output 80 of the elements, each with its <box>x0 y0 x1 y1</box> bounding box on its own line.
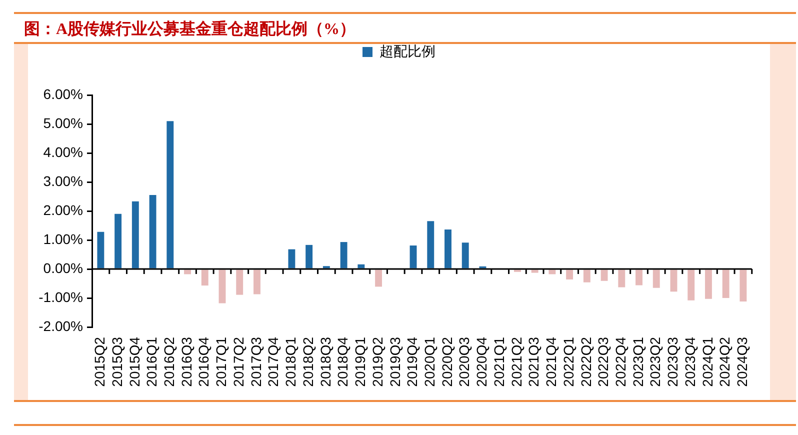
chart-title: 图：A股传媒行业公募基金重仓超配比例（%） <box>24 19 356 40</box>
y-tick-label: 1.00% <box>43 230 83 247</box>
x-tick-label: 2020Q1 <box>421 336 438 387</box>
bar <box>462 242 469 268</box>
y-tick-label: 4.00% <box>43 144 83 160</box>
x-tick-label: 2019Q2 <box>369 336 386 387</box>
x-tick-label: 2024Q2 <box>716 336 733 387</box>
x-tick-label: 2017Q2 <box>230 336 246 387</box>
bar <box>306 244 313 268</box>
bar <box>340 242 348 268</box>
x-tick-label: 2021Q2 <box>508 336 524 387</box>
x-tick-label: 2017Q1 <box>213 336 230 387</box>
bar <box>652 270 660 288</box>
x-tick-label: 2024Q3 <box>734 336 750 387</box>
bar <box>704 270 712 299</box>
x-tick-label: 2018Q3 <box>317 336 334 387</box>
y-tick-label: 6.00% <box>43 86 83 102</box>
bar <box>184 270 191 274</box>
bar <box>132 201 139 268</box>
x-tick-label: 2023Q1 <box>630 336 646 387</box>
bar <box>236 270 244 295</box>
x-tick-label: 2018Q4 <box>334 336 351 387</box>
x-tick-label: 2021Q1 <box>490 336 507 387</box>
y-tick-label: 2.00% <box>43 202 83 218</box>
bar <box>201 270 208 286</box>
bar <box>688 270 695 300</box>
x-tick-label: 2018Q2 <box>300 336 316 387</box>
x-tick-label: 2022Q4 <box>612 336 628 387</box>
x-tick-label: 2021Q4 <box>543 336 560 387</box>
bar <box>288 249 296 268</box>
x-tick-label: 2019Q4 <box>404 336 420 387</box>
bar <box>583 270 590 282</box>
bar <box>149 195 156 268</box>
bar <box>566 270 574 280</box>
x-tick-label: 2020Q2 <box>438 336 455 387</box>
bar <box>740 270 747 302</box>
bar <box>636 270 642 286</box>
x-tick-label: 2022Q1 <box>560 336 576 387</box>
x-tick-label: 2024Q1 <box>699 336 716 387</box>
bar <box>670 270 678 292</box>
bar <box>548 270 556 274</box>
bar <box>600 270 608 281</box>
bar <box>97 232 104 268</box>
bar <box>254 270 260 294</box>
x-tick-label: 2015Q3 <box>108 336 125 387</box>
x-tick-label: 2022Q3 <box>595 336 612 387</box>
bar <box>618 270 626 288</box>
x-tick-label: 2018Q1 <box>282 336 299 387</box>
y-tick-label: -2.00% <box>38 318 83 334</box>
bar <box>531 270 538 273</box>
x-tick-label: 2019Q3 <box>386 336 403 387</box>
x-tick-label: 2017Q4 <box>265 336 282 387</box>
bar <box>722 270 730 298</box>
x-tick-label: 2023Q2 <box>647 336 664 387</box>
bar <box>114 214 122 268</box>
x-tick-label: 2015Q4 <box>126 336 142 387</box>
x-tick-label: 2016Q2 <box>161 336 178 387</box>
bar <box>375 270 382 287</box>
x-tick-label: 2023Q3 <box>664 336 681 387</box>
bar <box>358 264 365 268</box>
x-tick-label: 2019Q1 <box>352 336 368 387</box>
x-tick-label: 2016Q4 <box>196 336 212 387</box>
bar <box>218 270 226 304</box>
legend-label: 超配比例 <box>380 42 436 59</box>
x-tick-label: 2020Q3 <box>456 336 472 387</box>
bar <box>410 246 417 268</box>
y-tick-label: 5.00% <box>43 114 83 131</box>
x-tick-label: 2017Q3 <box>248 336 264 387</box>
x-tick-label: 2016Q3 <box>178 336 194 387</box>
y-tick-label: -1.00% <box>38 288 83 305</box>
x-tick-label: 2015Q2 <box>92 336 108 387</box>
bar <box>427 221 434 268</box>
x-tick-label: 2023Q4 <box>682 336 698 387</box>
x-tick-label: 2020Q4 <box>474 336 490 387</box>
x-tick-label: 2016Q1 <box>144 336 160 387</box>
y-tick-label: 0.00% <box>43 260 83 276</box>
x-tick-label: 2021Q3 <box>526 336 542 387</box>
bar <box>444 230 452 268</box>
y-tick-label: 3.00% <box>43 172 83 189</box>
x-tick-label: 2022Q2 <box>578 336 594 387</box>
